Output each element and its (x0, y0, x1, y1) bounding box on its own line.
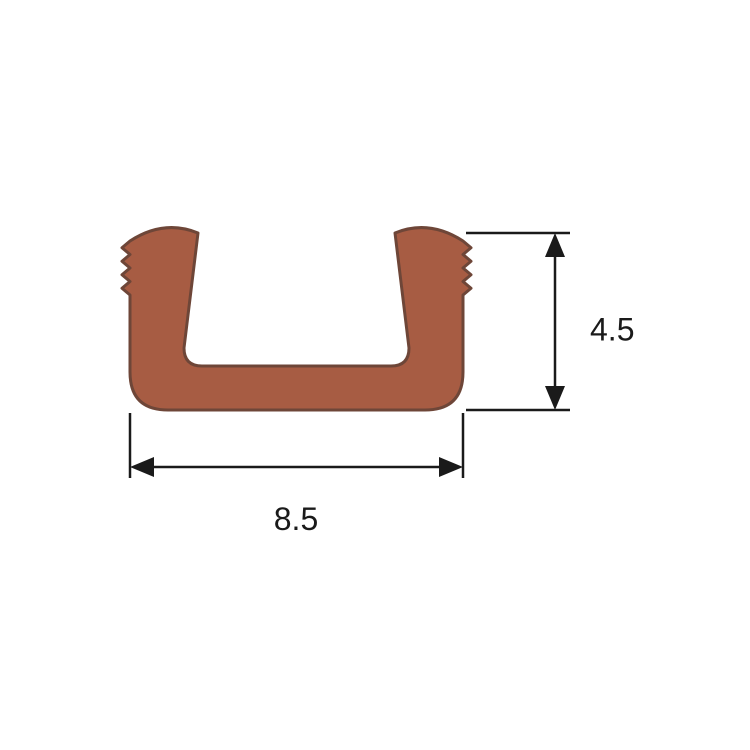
dimension-height-label: 4.5 (590, 311, 634, 347)
u-channel-profile (122, 228, 471, 410)
profile-diagram: 8.5 4.5 (0, 0, 750, 750)
dimension-width (130, 413, 463, 478)
dimension-height (466, 233, 570, 410)
dimension-width-label: 8.5 (274, 501, 318, 537)
